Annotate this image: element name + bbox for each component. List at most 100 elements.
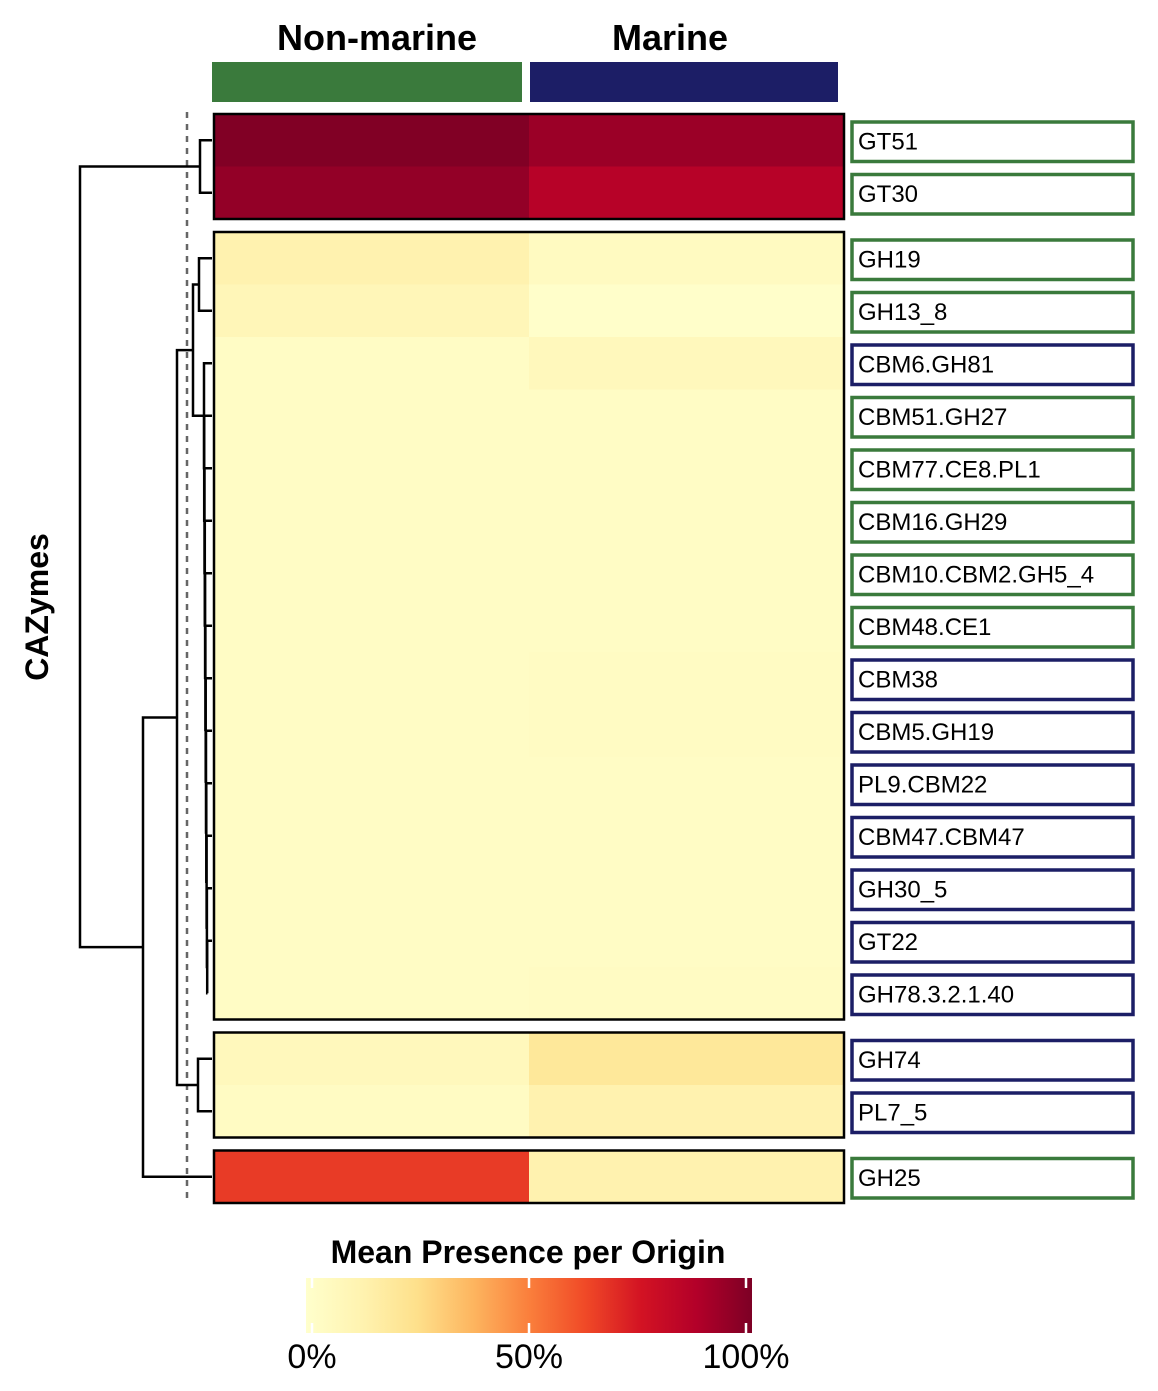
heatmap-cell: [214, 337, 529, 390]
row-label-text: CBM77.CE8.PL1: [858, 456, 1041, 483]
row-label-box: [850, 920, 1135, 964]
row-label-box: [850, 448, 1135, 492]
row-label-box: [850, 973, 1135, 1017]
legend-title: Mean Presence per Origin: [331, 1234, 726, 1270]
cluster-border: [212, 230, 846, 1021]
heatmap-cell: [529, 704, 844, 757]
row-label-box: [850, 1156, 1135, 1200]
row-label-item: GH19: [850, 238, 1135, 282]
heatmap-cell: [214, 284, 529, 337]
row-label-box: [850, 658, 1135, 702]
cluster-borders: [212, 112, 846, 1205]
row-label-item: CBM47.CBM47: [850, 815, 1135, 859]
legend-tick-label: 0%: [287, 1338, 336, 1376]
row-label-text: CBM38: [858, 666, 938, 693]
row-label-box: [850, 1091, 1135, 1135]
row-label-text: CBM6.GH81: [858, 351, 994, 378]
row-label-item: CBM6.GH81: [850, 343, 1135, 387]
row-labels: GT51 GT30 GH19 GH13_8 CBM6.GH81 CBM51.GH27 CBM…: [850, 120, 1135, 1200]
heatmap-cell: [529, 757, 844, 810]
heatmap-cell: [529, 166, 844, 219]
heatmap-cell: [529, 284, 844, 337]
dendrogram-branch: [197, 257, 212, 312]
row-label-item: CBM48.CE1: [850, 605, 1135, 649]
heatmap-cell: [529, 809, 844, 862]
heatmap-cell: [214, 1085, 529, 1138]
heatmap-cell: [214, 757, 529, 810]
row-label-box: [850, 1038, 1135, 1082]
heatmap-cell: [214, 967, 529, 1020]
heatmap-cell: [529, 652, 844, 705]
row-label-item: GT51: [850, 120, 1135, 164]
heatmap-cell: [214, 166, 529, 219]
row-label-text: GH74: [858, 1047, 921, 1074]
row-label-box: [850, 343, 1135, 387]
heatmap-cell: [529, 114, 844, 167]
heatmap-cell: [214, 862, 529, 915]
row-label-box: [850, 120, 1135, 164]
heatmap-cell: [529, 494, 844, 547]
row-label-text: GH30_5: [858, 876, 947, 903]
row-label-box: [850, 395, 1135, 439]
row-label-item: CBM10.CBM2.GH5_4: [850, 553, 1135, 597]
heatmap-cells: [214, 114, 844, 1203]
cluster-border: [212, 1031, 846, 1139]
cluster-border: [212, 1149, 846, 1205]
heatmap-cell: [529, 442, 844, 495]
heatmap-cell: [529, 337, 844, 390]
heatmap-cell: [214, 914, 529, 967]
heatmap-cell: [529, 1032, 844, 1085]
heatmap-cell: [529, 547, 844, 600]
legend-tick-label: 100%: [703, 1338, 790, 1376]
row-label-text: CBM10.CBM2.GH5_4: [858, 561, 1094, 588]
row-label-text: CBM47.CBM47: [858, 824, 1025, 851]
column-annotation-bar-non-marine: [212, 62, 522, 102]
cluster-border: [212, 112, 846, 221]
dendrogram-branch: [198, 139, 212, 194]
dendrogram-branch: [196, 1057, 212, 1113]
heatmap-cell: [529, 967, 844, 1020]
heatmap-cell: [214, 547, 529, 600]
row-label-item: CBM38: [850, 658, 1135, 702]
row-label-item: CBM5.GH19: [850, 710, 1135, 754]
row-label-text: GH78.3.2.1.40: [858, 981, 1014, 1008]
row-label-item: PL7_5: [850, 1091, 1135, 1135]
row-label-text: GT30: [858, 181, 918, 208]
row-label-box: [850, 605, 1135, 649]
heatmap-cell: [529, 862, 844, 915]
row-label-text: GH19: [858, 246, 921, 273]
heatmap-cell: [529, 389, 844, 442]
heatmap-cell: [214, 389, 529, 442]
heatmap-cell: [529, 1150, 844, 1203]
row-label-text: GT22: [858, 929, 918, 956]
row-label-box: [850, 290, 1135, 334]
row-label-item: CBM51.GH27: [850, 395, 1135, 439]
heatmap-cell: [529, 914, 844, 967]
row-dendrogram: [78, 139, 212, 1178]
row-label-item: GT30: [850, 172, 1135, 216]
heatmap-cell: [214, 494, 529, 547]
row-label-box: [850, 710, 1135, 754]
column-annotation-bar-marine: [530, 62, 838, 102]
row-label-box: [850, 500, 1135, 544]
column-title-marine: Marine: [612, 17, 728, 58]
row-label-item: GH74: [850, 1038, 1135, 1082]
row-label-item: PL9.CBM22: [850, 763, 1135, 807]
row-label-item: GH30_5: [850, 868, 1135, 912]
heatmap-cell: [214, 232, 529, 285]
row-label-item: GT22: [850, 920, 1135, 964]
heatmap-cell: [214, 599, 529, 652]
dendrogram-branch: [78, 165, 200, 949]
heatmap-cell: [214, 114, 529, 167]
row-label-box: [850, 868, 1135, 912]
row-label-box: [850, 763, 1135, 807]
y-axis-title: CAZymes: [19, 533, 55, 681]
heatmap-cell: [214, 1032, 529, 1085]
row-label-box: [850, 815, 1135, 859]
row-label-item: GH78.3.2.1.40: [850, 973, 1135, 1017]
heatmap-cell: [214, 652, 529, 705]
heatmap-cell: [214, 809, 529, 862]
heatmap-cell: [214, 704, 529, 757]
row-label-text: GH13_8: [858, 299, 947, 326]
